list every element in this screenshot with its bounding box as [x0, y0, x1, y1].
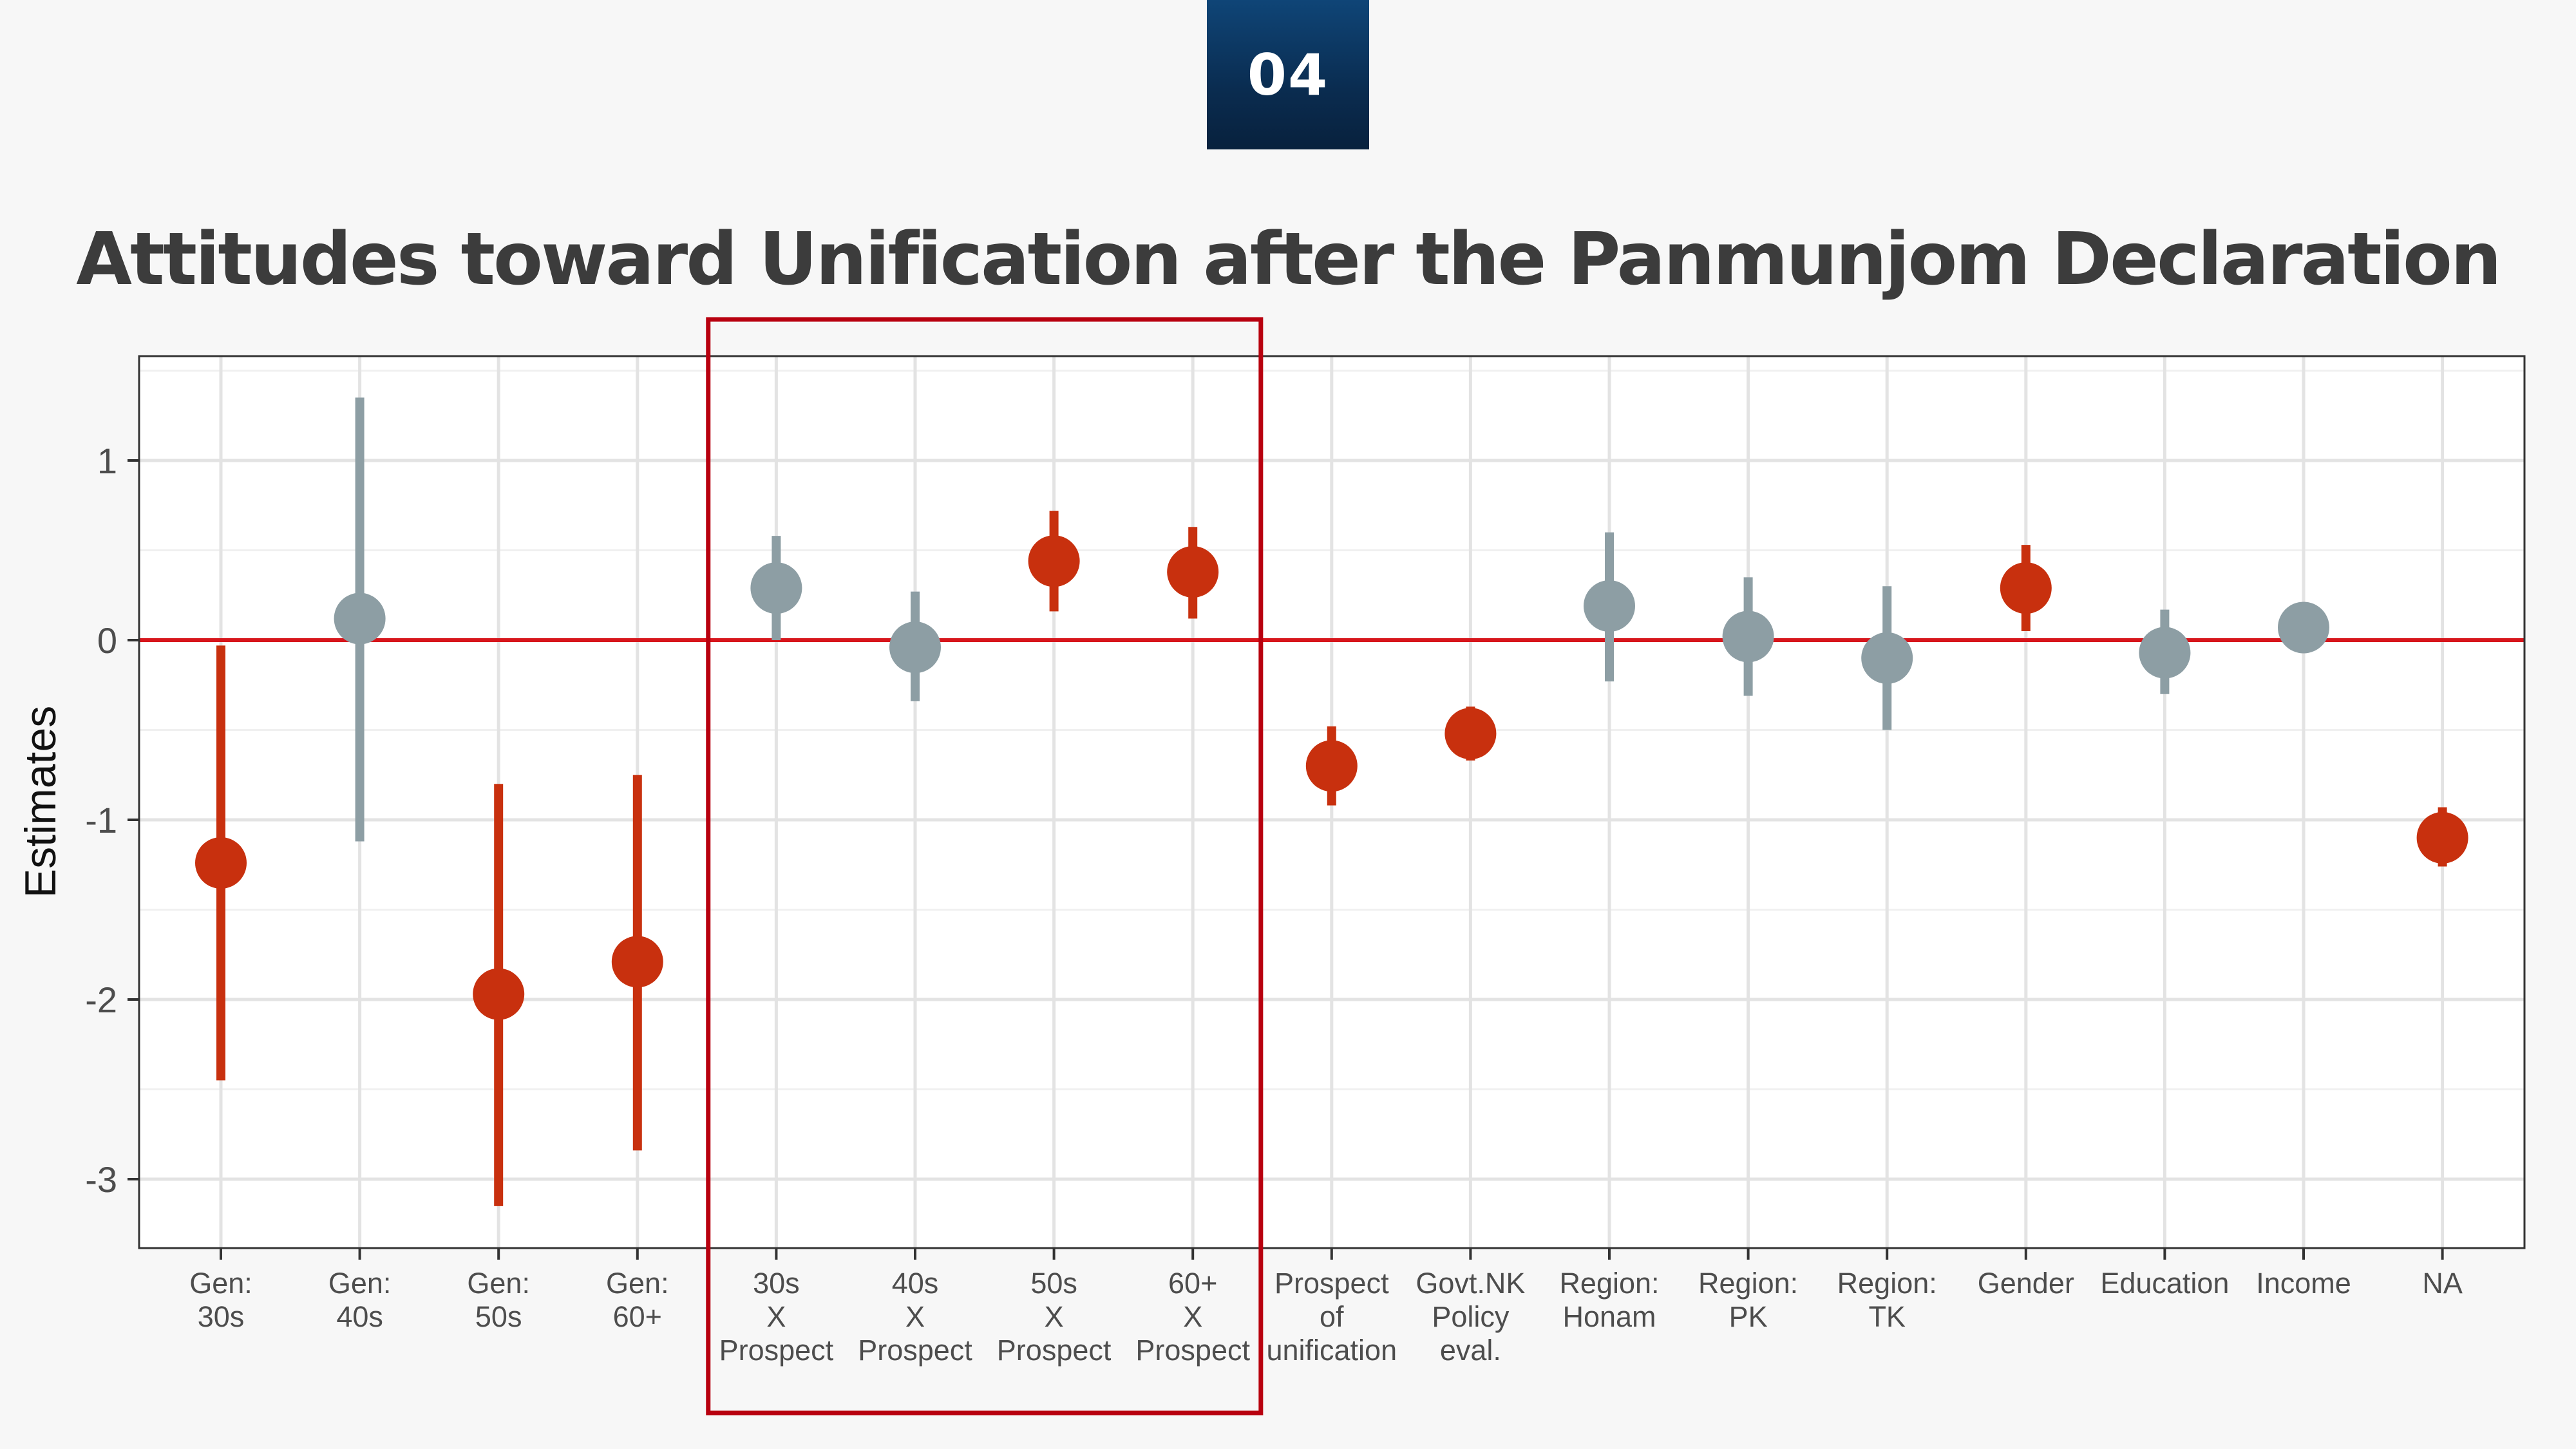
x-tick-label: Region: PK — [1698, 1267, 1798, 1333]
x-tick-label: Gen: 40s — [328, 1267, 392, 1333]
estimate-point — [1444, 708, 1497, 760]
x-tick-label: 30s X Prospect — [719, 1267, 834, 1367]
x-tick-label: Gen: 60+ — [606, 1267, 669, 1333]
y-tick-label: 1 — [97, 440, 117, 481]
x-tick-label: Region: TK — [1837, 1267, 1937, 1333]
y-tick-label: 0 — [97, 620, 117, 661]
x-tick-label: 60+ X Prospect — [1135, 1267, 1250, 1367]
estimate-point — [611, 936, 663, 988]
x-tick-label: NA — [2422, 1267, 2463, 1300]
chart-title: Attitudes toward Unification after the P… — [76, 218, 2501, 301]
estimate-point — [1722, 611, 1774, 663]
estimate-point — [195, 837, 247, 889]
x-axis: Gen: 30s Gen: 40s Gen: 50s Gen: 60+ 30s X Prospect… — [189, 1248, 2463, 1367]
slide-number-badge: 04 — [1207, 0, 1369, 149]
data-points — [195, 397, 2468, 1206]
x-tick-label: Prospect of unification — [1266, 1267, 1397, 1367]
estimate-point — [1167, 545, 1219, 598]
x-tick-label: Gen: 30s — [189, 1267, 252, 1333]
slide-number: 04 — [1247, 41, 1329, 108]
estimate-point — [1584, 580, 1635, 632]
estimate-point — [2000, 562, 2052, 614]
y-tick-label: -1 — [85, 800, 117, 840]
y-tick-label: -3 — [85, 1159, 117, 1200]
estimate-point — [1861, 632, 1913, 684]
estimate-point — [334, 592, 386, 645]
x-tick-label: Gender — [1978, 1267, 2074, 1300]
x-tick-label: 40s X Prospect — [858, 1267, 972, 1367]
x-tick-label: Education — [2100, 1267, 2229, 1300]
interaction-terms-highlight-box — [706, 317, 1264, 1416]
x-tick-label: 50s X Prospect — [997, 1267, 1112, 1367]
estimate-point — [473, 968, 525, 1020]
x-tick-label: Income — [2256, 1267, 2351, 1300]
y-axis-label: Estimates — [16, 706, 65, 898]
y-axis: 1 0 -1 -2 -3 — [85, 440, 139, 1200]
estimate-point — [750, 562, 802, 614]
estimate-point — [2416, 811, 2468, 864]
estimate-point — [889, 621, 941, 674]
x-tick-label: Region: Honam — [1559, 1267, 1659, 1333]
estimate-point — [2139, 627, 2191, 679]
estimate-point — [1028, 535, 1080, 587]
estimate-point — [1305, 740, 1358, 792]
y-tick-label: -2 — [85, 980, 117, 1020]
estimate-point — [2278, 601, 2329, 654]
x-tick-label: Gen: 50s — [467, 1267, 530, 1333]
x-tick-label: Govt.NK Policy eval. — [1416, 1267, 1525, 1367]
